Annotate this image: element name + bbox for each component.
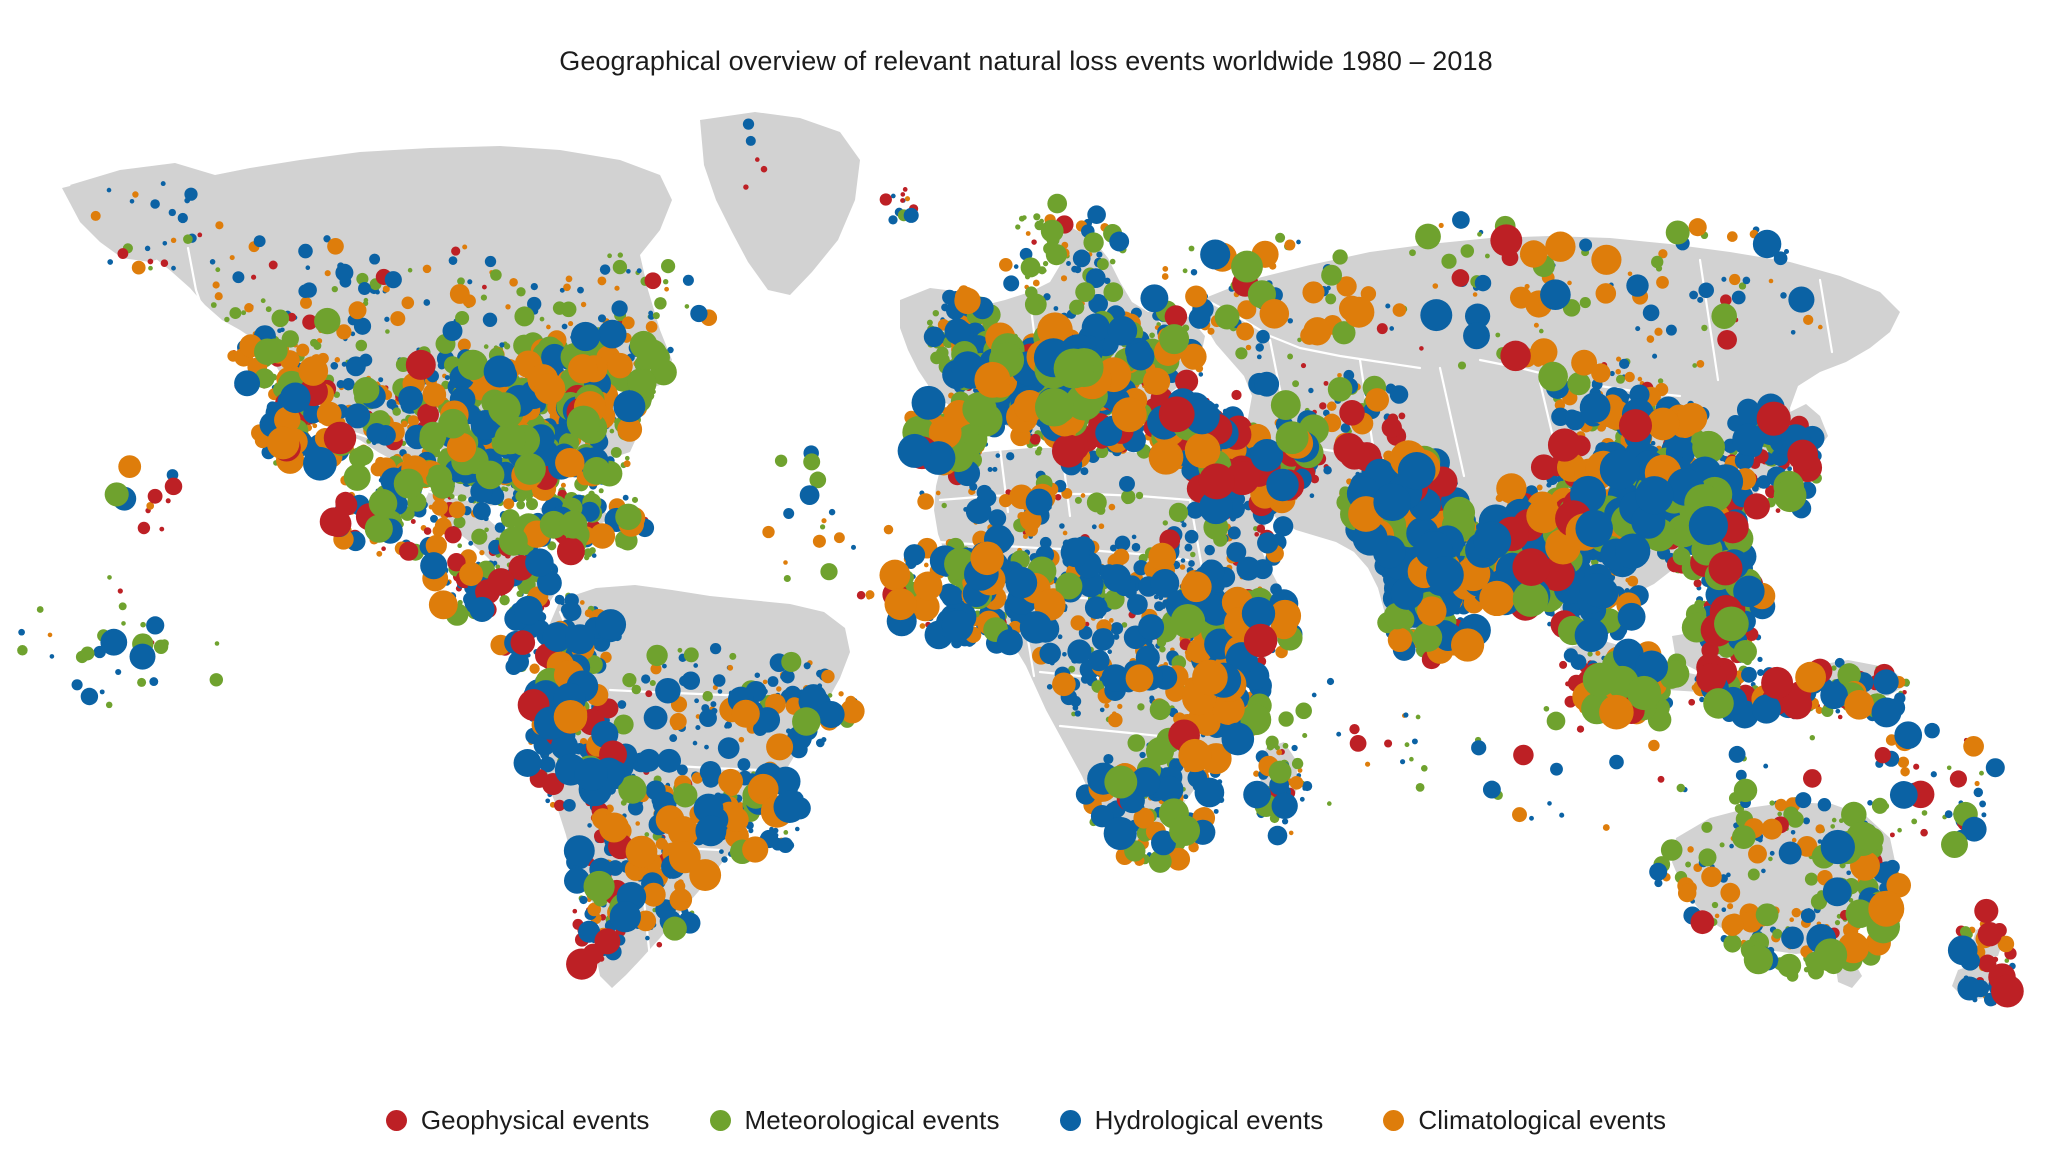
geophysical-dot-icon <box>385 1109 407 1131</box>
legend: Geophysical events Meteorological events… <box>0 1090 2052 1150</box>
legend-item-climatological[interactable]: Climatological events <box>1383 1105 1666 1136</box>
legend-item-meteorological[interactable]: Meteorological events <box>709 1104 1000 1136</box>
legend-label-meteorological: Meteorological events <box>744 1104 1000 1135</box>
legend-label-hydrological: Hydrological events <box>1094 1104 1324 1135</box>
legend-label-climatological: Climatological events <box>1418 1104 1667 1135</box>
climatological-dot-icon <box>1383 1109 1405 1131</box>
world-map <box>17 112 2024 1008</box>
world-map-svg <box>17 112 2024 1008</box>
page-title: Geographical overview of relevant natura… <box>559 46 1493 76</box>
hydrological-dot-icon <box>1059 1109 1081 1131</box>
legend-label-geophysical: Geophysical events <box>420 1104 650 1135</box>
legend-item-geophysical[interactable]: Geophysical events <box>385 1104 650 1136</box>
event-dots-layer <box>17 118 2024 1008</box>
meteorological-dot-icon <box>709 1109 731 1131</box>
legend-item-hydrological[interactable]: Hydrological events <box>1059 1104 1324 1136</box>
land-greenland <box>700 112 860 295</box>
